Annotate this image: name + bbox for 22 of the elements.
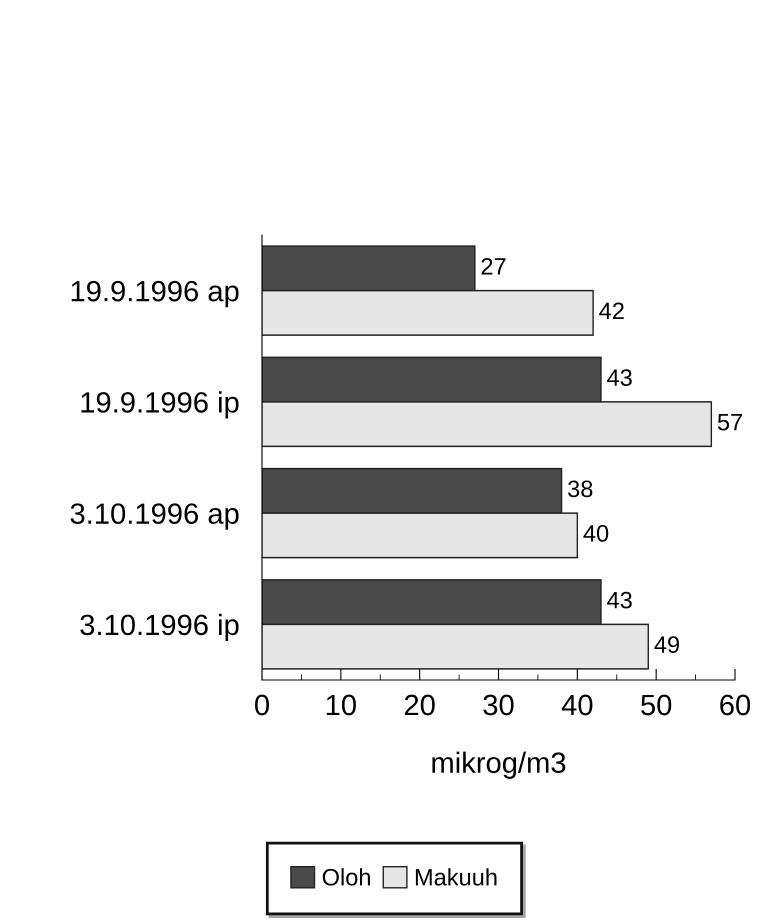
- y-tick-label: 3.10.1996 ip: [80, 614, 239, 641]
- legend-label: Oloh: [322, 868, 370, 886]
- y-tick-label: 3.10.1996 ap: [70, 503, 239, 530]
- data-label: 40: [583, 524, 608, 542]
- x-tick-label: 10: [326, 694, 356, 716]
- x-tick-label: 20: [404, 694, 435, 716]
- data-label: 27: [482, 258, 506, 274]
- x-tick-label: 40: [562, 694, 592, 716]
- x-axis-title: mikrog/m3: [432, 752, 566, 779]
- x-tick-label: 60: [720, 694, 750, 716]
- x-tick-label: 50: [641, 694, 672, 716]
- legend-label: Makuuh: [416, 868, 496, 886]
- y-tick-label: 19.9.1996 ap: [72, 280, 239, 308]
- y-tick-label: 19.9.1996 ip: [81, 391, 239, 418]
- x-tick-label: 30: [483, 694, 514, 716]
- data-label: 57: [718, 414, 742, 430]
- data-label: 38: [568, 480, 592, 498]
- data-label: 49: [654, 636, 679, 653]
- data-label: 43: [607, 592, 632, 608]
- data-label: 43: [607, 369, 632, 386]
- x-tick-label: 0: [255, 694, 269, 716]
- data-label: 42: [599, 302, 624, 319]
